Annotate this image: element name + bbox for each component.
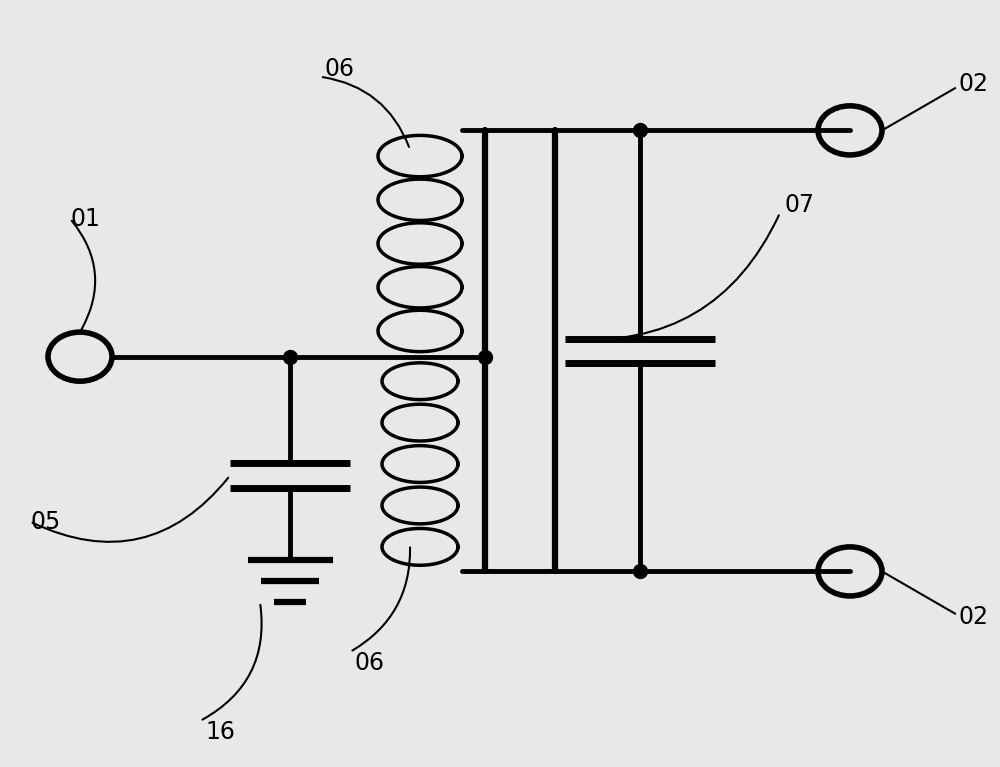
Text: 06: 06	[355, 651, 385, 676]
Text: 02: 02	[958, 605, 988, 630]
Text: 02: 02	[958, 72, 988, 97]
Text: 01: 01	[70, 206, 100, 231]
Text: 05: 05	[30, 509, 60, 534]
Text: 16: 16	[205, 720, 235, 745]
Text: 06: 06	[325, 57, 355, 81]
Text: 07: 07	[785, 193, 815, 217]
